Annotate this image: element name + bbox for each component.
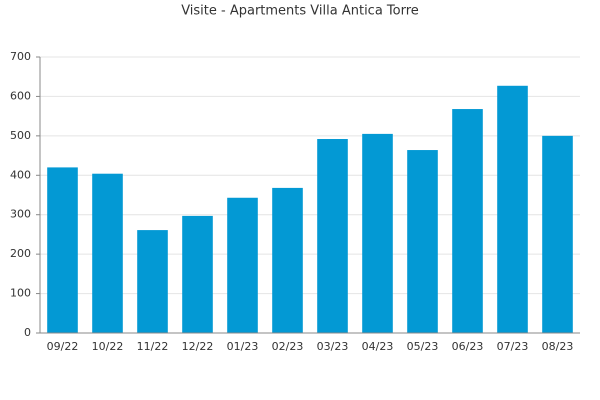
y-tick-label: 700 — [10, 50, 31, 63]
bar — [182, 215, 213, 333]
x-tick-label: 03/23 — [317, 340, 349, 353]
bar — [92, 173, 123, 333]
y-tick-label: 500 — [10, 129, 31, 142]
x-tick-label: 09/22 — [47, 340, 79, 353]
x-tick-label: 04/23 — [362, 340, 394, 353]
x-tick-label: 01/23 — [227, 340, 259, 353]
bar — [47, 167, 78, 333]
bar — [272, 187, 303, 333]
x-tick-label: 06/23 — [452, 340, 484, 353]
x-tick-label: 10/22 — [92, 340, 124, 353]
bar — [542, 135, 573, 333]
x-tick-label: 11/22 — [137, 340, 169, 353]
y-tick-label: 100 — [10, 287, 31, 300]
y-tick-label: 0 — [24, 326, 31, 339]
bar — [452, 109, 483, 333]
bar — [497, 85, 528, 333]
bar — [317, 139, 348, 333]
x-tick-label: 02/23 — [272, 340, 304, 353]
y-tick-label: 600 — [10, 89, 31, 102]
y-tick-label: 200 — [10, 247, 31, 260]
y-tick-label: 300 — [10, 208, 31, 221]
x-tick-label: 07/23 — [497, 340, 529, 353]
bar — [137, 230, 168, 333]
x-tick-label: 08/23 — [542, 340, 574, 353]
x-tick-label: 05/23 — [407, 340, 439, 353]
bar — [362, 133, 393, 333]
chart-title: Visite - Apartments Villa Antica Torre — [181, 4, 419, 19]
y-tick-label: 400 — [10, 168, 31, 181]
bar — [227, 197, 258, 333]
bar — [407, 150, 438, 333]
x-tick-label: 12/22 — [182, 340, 214, 353]
